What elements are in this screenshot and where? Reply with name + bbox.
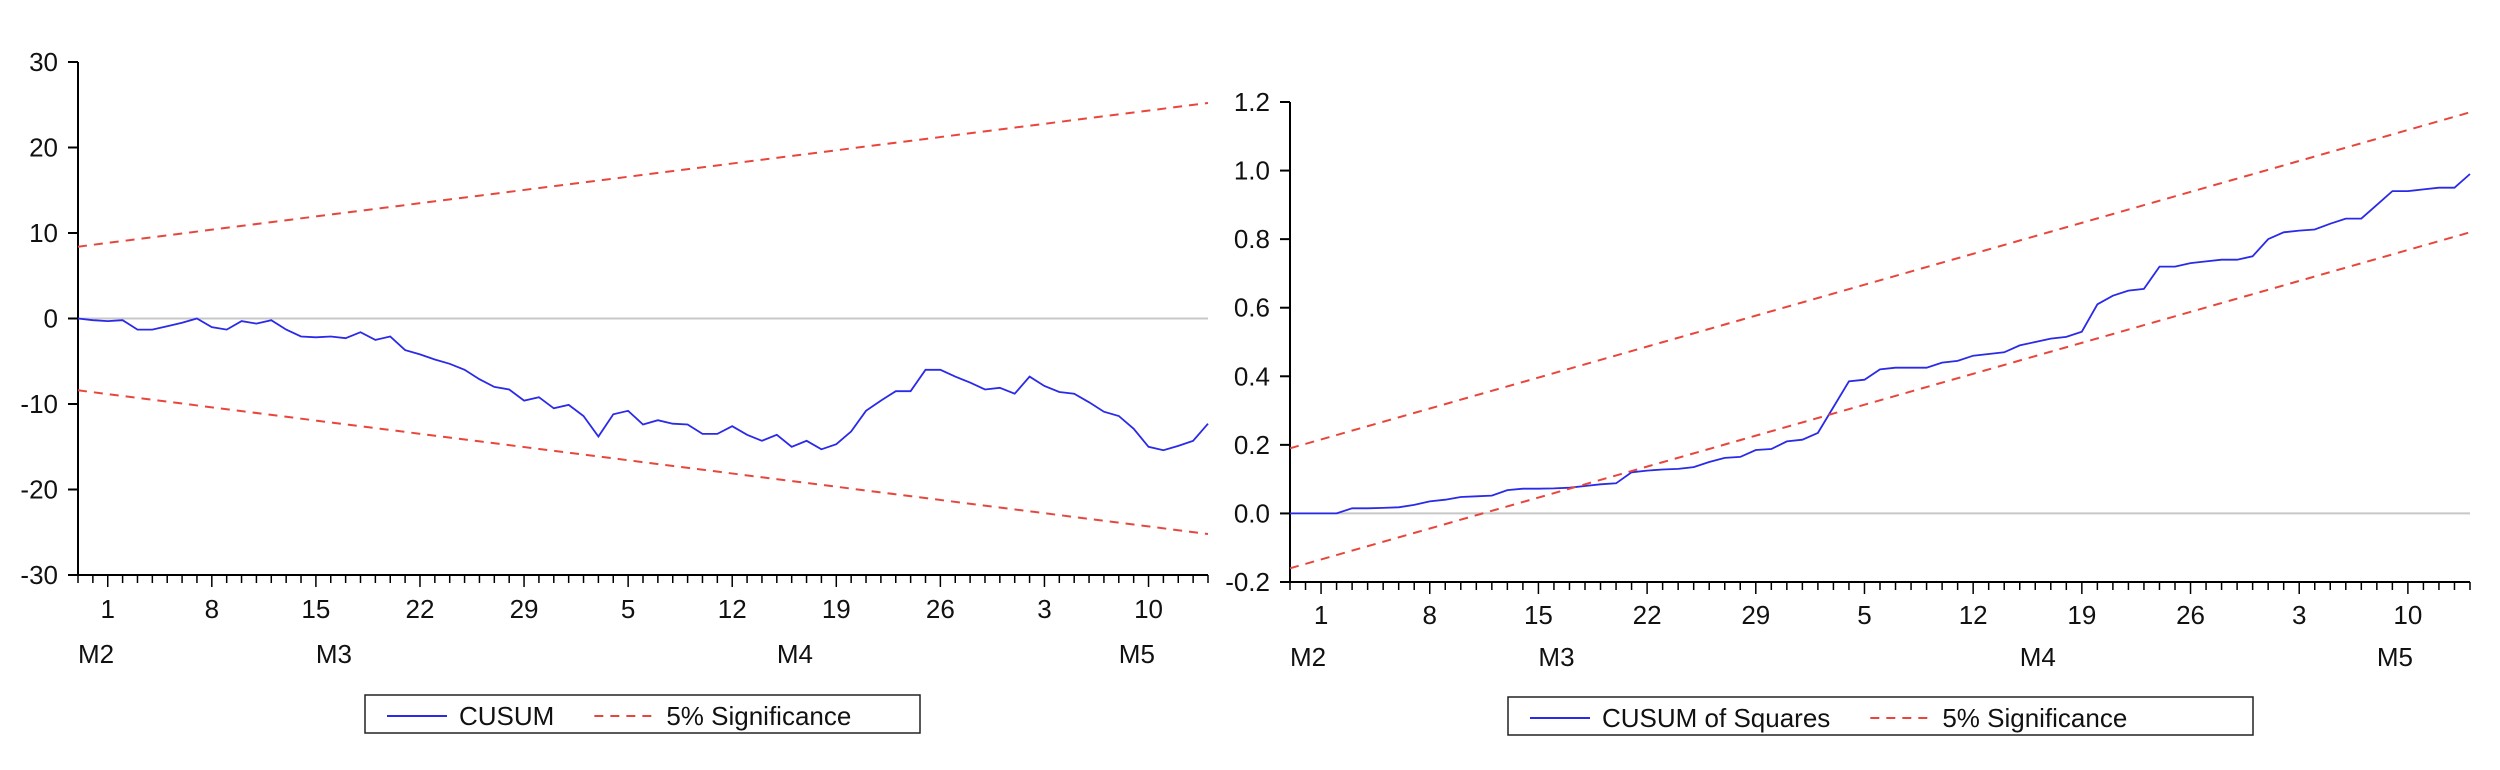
x-day-label: 22 (406, 594, 435, 624)
x-day-label: 3 (1037, 594, 1051, 624)
x-day-label: 8 (205, 594, 219, 624)
lower-significance-line (77, 389, 1209, 535)
legend-box (364, 694, 921, 734)
y-tick-label: 1.2 (1234, 87, 1270, 117)
x-day-label: 29 (510, 594, 539, 624)
chart-panel-1: 30 20 10 0 -10 -20 -30 1 8 15 22 29 5 12 19 26 3 10 M2 M3 M4… (20, 47, 1209, 734)
x-day-label: 12 (718, 594, 747, 624)
legend-label: CUSUM (459, 701, 554, 731)
x-day-label: 1 (101, 594, 115, 624)
legend-label: CUSUM of Squares (1602, 703, 1830, 733)
legend: CUSUM 5% Significance (364, 694, 921, 734)
upper-significance-line (77, 102, 1209, 248)
y-tick-label: 20 (29, 133, 58, 163)
upper-significance-line (1289, 111, 2471, 450)
y-tick-label: -20 (20, 475, 58, 505)
x-month-label: M5 (1119, 639, 1155, 669)
x-day-label: 5 (1857, 600, 1871, 630)
x-day-label: 19 (2067, 600, 2096, 630)
x-day-label: 5 (621, 594, 635, 624)
lower-significance-line (1289, 231, 2471, 570)
y-tick-label: 30 (29, 47, 58, 77)
x-day-label: 3 (2292, 600, 2306, 630)
x-day-label: 1 (1314, 600, 1328, 630)
y-tick-label: -30 (20, 560, 58, 590)
y-tick-label: 0.6 (1234, 293, 1270, 323)
x-day-label: 12 (1959, 600, 1988, 630)
x-month-label: M4 (2020, 642, 2056, 672)
y-tick-label: 10 (29, 218, 58, 248)
y-tick-label: -10 (20, 389, 58, 419)
legend-box (1507, 696, 2254, 736)
x-day-label: 19 (822, 594, 851, 624)
x-day-label: 26 (2176, 600, 2205, 630)
x-month-label: M2 (78, 639, 114, 669)
x-month-label: M3 (1538, 642, 1574, 672)
legend-label: 5% Significance (1942, 703, 2127, 733)
y-tick-label: 0.4 (1234, 361, 1270, 391)
x-day-label: 15 (301, 594, 330, 624)
y-tick-label: 0 (44, 304, 58, 334)
series-line (77, 317, 1209, 452)
x-day-label: 10 (1134, 594, 1163, 624)
y-tick-label: 1.0 (1234, 156, 1270, 186)
y-tick-label: 0.0 (1234, 498, 1270, 528)
x-day-label: 29 (1741, 600, 1770, 630)
y-tick-label: 0.8 (1234, 224, 1270, 254)
legend: CUSUM of Squares 5% Significance (1507, 696, 2254, 736)
chart-panel-2: 1.2 1.0 0.8 0.6 0.4 0.2 0.0 -0.2 1 8 15 22 29 5 12 19 26… (1225, 87, 2471, 736)
x-day-label: 22 (1633, 600, 1662, 630)
series-line (1290, 173, 2471, 515)
x-month-label: M5 (2377, 642, 2413, 672)
legend-label: 5% Significance (666, 701, 851, 731)
x-day-label: 10 (2393, 600, 2422, 630)
x-day-label: 15 (1524, 600, 1553, 630)
x-day-label: 8 (1423, 600, 1437, 630)
x-day-label: 26 (926, 594, 955, 624)
x-month-label: M2 (1290, 642, 1326, 672)
y-tick-label: -0.2 (1225, 567, 1270, 597)
x-month-label: M3 (316, 639, 352, 669)
y-tick-label: 0.2 (1234, 430, 1270, 460)
x-month-label: M4 (777, 639, 813, 669)
